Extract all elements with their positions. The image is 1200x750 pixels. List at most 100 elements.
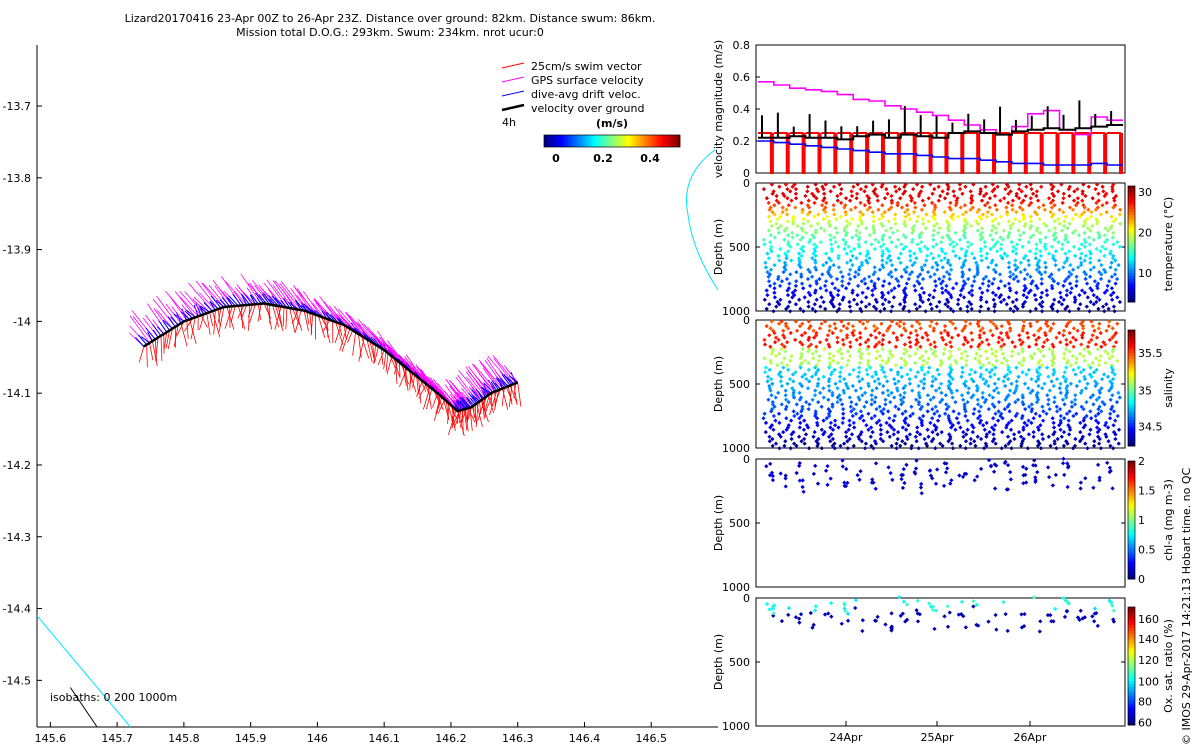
data-point	[802, 418, 807, 423]
data-point	[937, 226, 942, 231]
vector-field	[129, 273, 522, 437]
colorbar-cell	[1128, 241, 1135, 245]
data-point	[983, 184, 988, 189]
data-point	[853, 411, 859, 416]
data-point	[767, 367, 772, 373]
data-point	[968, 207, 973, 212]
data-point	[806, 319, 812, 324]
data-point	[762, 356, 767, 361]
data-point	[1022, 223, 1027, 229]
data-point	[788, 189, 793, 194]
swim-vector	[347, 330, 354, 343]
data-point	[965, 221, 970, 226]
data-point	[818, 226, 824, 231]
data-point	[802, 372, 808, 377]
data-point	[1083, 276, 1088, 282]
data-point	[779, 319, 784, 324]
drift-vector	[199, 306, 208, 314]
data-point	[1008, 306, 1013, 312]
data-point	[1077, 246, 1082, 252]
data-point	[888, 258, 893, 263]
data-point	[780, 205, 785, 210]
swim-vector	[294, 310, 302, 333]
colorbar-cell	[646, 135, 649, 147]
data-point	[1037, 230, 1043, 236]
data-point	[821, 216, 826, 222]
swim-vector	[467, 408, 476, 423]
data-point	[943, 302, 948, 307]
data-point	[1021, 230, 1026, 236]
data-point	[798, 306, 803, 312]
data-point	[803, 432, 809, 437]
data-point	[931, 237, 936, 242]
data-point	[845, 386, 851, 391]
data-point	[778, 379, 783, 384]
data-point	[931, 233, 936, 238]
data-point	[869, 279, 874, 284]
colorbar-cell	[1128, 408, 1135, 412]
track-map: 145.6 145.7 145.8 145.9 146 146.1 146.2 146.3 14…	[3, 45, 719, 745]
colorbar-cell	[596, 135, 599, 147]
series-dive-avg-drift-veloc-	[758, 140, 1123, 166]
data-point	[772, 212, 777, 217]
colorbar-cell	[1128, 330, 1135, 334]
data-point	[1039, 304, 1045, 309]
data-point	[914, 182, 920, 187]
data-point	[906, 276, 911, 282]
data-point	[1020, 302, 1026, 307]
data-point	[901, 246, 906, 252]
data-point	[840, 283, 845, 289]
data-point	[896, 283, 901, 289]
data-point	[930, 191, 935, 196]
data-point	[989, 260, 994, 265]
colorbar-cell	[622, 135, 625, 147]
data-point	[970, 283, 975, 289]
colorbar-cell	[1128, 215, 1135, 219]
colorbar-cell	[1128, 335, 1135, 340]
data-point	[945, 260, 951, 265]
data-point	[1034, 246, 1039, 252]
swim-vector	[184, 318, 193, 332]
data-point	[966, 299, 972, 305]
data-point	[1103, 226, 1108, 231]
data-point	[791, 219, 796, 224]
swim-vector	[326, 318, 329, 338]
y-tick-label: 1000	[722, 305, 750, 318]
data-point	[996, 221, 1001, 226]
drift-vector	[167, 316, 176, 328]
data-point	[983, 274, 989, 279]
data-point	[821, 374, 826, 379]
colorbar-cell	[572, 135, 575, 147]
data-point	[904, 281, 909, 286]
colorbar-cell	[1128, 522, 1135, 527]
colorbar-cell	[1128, 261, 1135, 265]
data-point	[800, 374, 805, 379]
data-point	[1028, 200, 1034, 206]
data-point	[838, 200, 844, 206]
data-point	[815, 416, 820, 421]
colorbar-cell	[1128, 191, 1135, 196]
gps-vector	[165, 290, 190, 320]
data-point	[988, 233, 993, 238]
gps-vector	[156, 295, 179, 326]
data-point	[1098, 249, 1103, 254]
swim-vector	[508, 384, 513, 408]
y-tick-label: 0.6	[733, 71, 751, 84]
data-point	[772, 290, 777, 295]
swim-vector	[248, 304, 251, 331]
data-point	[875, 193, 880, 199]
drift-vector	[503, 373, 513, 386]
data-point	[812, 242, 817, 247]
data-point	[1021, 216, 1026, 222]
swim-vector	[425, 388, 433, 410]
data-point	[1086, 207, 1091, 212]
colorbar-cell	[1128, 573, 1135, 577]
data-point	[1076, 233, 1082, 238]
swim-vector	[395, 359, 398, 384]
data-point	[948, 214, 954, 219]
data-point	[819, 203, 825, 208]
data-point	[1010, 249, 1016, 254]
data-point	[820, 272, 825, 277]
data-point	[834, 309, 840, 314]
data-point	[830, 330, 835, 336]
